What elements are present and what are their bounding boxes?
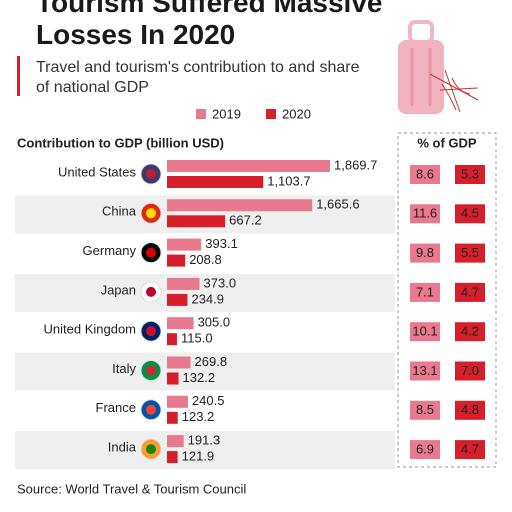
bar — [167, 435, 184, 448]
gdp-label: 4.7 — [461, 284, 479, 299]
value-label: 305.0 — [198, 315, 231, 330]
gdp-cell — [455, 165, 485, 184]
bar — [167, 333, 178, 346]
bar — [167, 176, 264, 188]
value-label: 269.8 — [195, 354, 228, 369]
gdp-label: 7.1 — [416, 284, 434, 299]
chart-title: Tourism Suffered Massive Losses In 2020 — [36, 0, 383, 50]
category-label: United Kingdom — [44, 322, 137, 337]
gdp-label: 10.1 — [412, 324, 437, 339]
row-band — [15, 431, 395, 470]
bar — [167, 317, 194, 330]
x-axis-label: Contribution to GDP (billion USD) — [17, 135, 224, 150]
gdp-cell — [410, 440, 440, 460]
gdp-cell — [455, 361, 485, 381]
category-label: India — [108, 440, 137, 455]
bar — [167, 411, 178, 424]
gdp-label: 4.5 — [461, 206, 479, 221]
flag-detail — [146, 365, 156, 376]
gdp-cell — [410, 282, 440, 302]
legend-swatch — [196, 109, 206, 119]
bar — [167, 277, 200, 290]
legend-swatch — [266, 109, 276, 119]
accent-bar — [17, 56, 20, 96]
flag-detail — [146, 404, 156, 415]
gdp-cell — [455, 282, 485, 302]
gdp-cell — [455, 400, 485, 420]
gdp-cell — [455, 322, 485, 342]
gdp-label: 9.8 — [416, 245, 434, 260]
flag-detail — [146, 247, 156, 258]
category-label: China — [102, 204, 137, 219]
bar — [167, 199, 313, 212]
gdp-label: 8.6 — [416, 166, 434, 181]
value-label: 121.9 — [182, 449, 215, 464]
gdp-cell — [410, 400, 440, 420]
flag-detail — [146, 169, 156, 179]
legend-label: 2020 — [282, 106, 311, 121]
value-label: 191.3 — [188, 433, 221, 448]
gdp-label: 5.5 — [461, 245, 479, 260]
gdp-cell — [455, 243, 485, 263]
category-label: Italy — [112, 361, 136, 376]
gdp-label: 13.1 — [412, 363, 437, 378]
gdp-label: 7.0 — [461, 363, 479, 378]
flag-detail — [146, 208, 156, 219]
gdp-label: 5.3 — [461, 166, 479, 181]
bar — [167, 238, 202, 251]
value-label: 132.2 — [183, 370, 216, 385]
bar — [167, 254, 186, 267]
bar — [167, 356, 191, 369]
category-label: Germany — [83, 243, 137, 258]
bar — [167, 160, 330, 172]
category-label: France — [96, 400, 136, 415]
value-label: 208.8 — [189, 252, 222, 267]
chart-subtitle: Travel and tourism's contribution to and… — [36, 59, 360, 96]
bar — [167, 451, 178, 464]
gdp-header: % of GDP — [417, 135, 477, 150]
value-label: 1,869.7 — [334, 157, 377, 172]
suitcase-icon — [398, 20, 479, 114]
gdp-label: 11.6 — [413, 206, 437, 221]
flag-detail — [146, 286, 156, 297]
bar — [167, 215, 226, 228]
bar — [167, 395, 188, 408]
source: Source: World Travel & Tourism Council — [17, 481, 246, 496]
category-label: United States — [58, 164, 137, 179]
gdp-box — [397, 132, 497, 468]
gdp-label: 4.7 — [461, 442, 479, 457]
value-label: 123.2 — [182, 409, 215, 424]
category-label: Japan — [101, 282, 136, 297]
gdp-cell — [455, 440, 485, 460]
gdp-cell — [410, 165, 440, 184]
gdp-cell — [455, 204, 485, 224]
bar — [167, 293, 188, 306]
gdp-label: 4.8 — [461, 402, 479, 417]
value-label: 667.2 — [229, 213, 262, 228]
gdp-cell — [410, 322, 440, 342]
gdp-label: 8.5 — [416, 402, 434, 417]
value-label: 240.5 — [192, 393, 225, 408]
value-label: 1,103.7 — [267, 173, 310, 188]
value-label: 373.0 — [204, 275, 237, 290]
flag-detail — [146, 444, 156, 455]
bar — [167, 372, 179, 385]
value-label: 1,665.6 — [316, 197, 359, 212]
gdp-cell — [410, 243, 440, 263]
flag-detail — [146, 326, 156, 337]
row-band — [15, 273, 395, 312]
value-label: 115.0 — [181, 331, 213, 346]
gdp-cell — [410, 361, 440, 381]
gdp-label: 4.2 — [461, 324, 479, 339]
row-band — [15, 352, 395, 391]
gdp-cell — [410, 204, 440, 224]
legend-label: 2019 — [212, 106, 241, 121]
value-label: 393.1 — [205, 236, 238, 251]
value-label: 234.9 — [191, 291, 224, 306]
gdp-label: 6.9 — [416, 442, 434, 457]
